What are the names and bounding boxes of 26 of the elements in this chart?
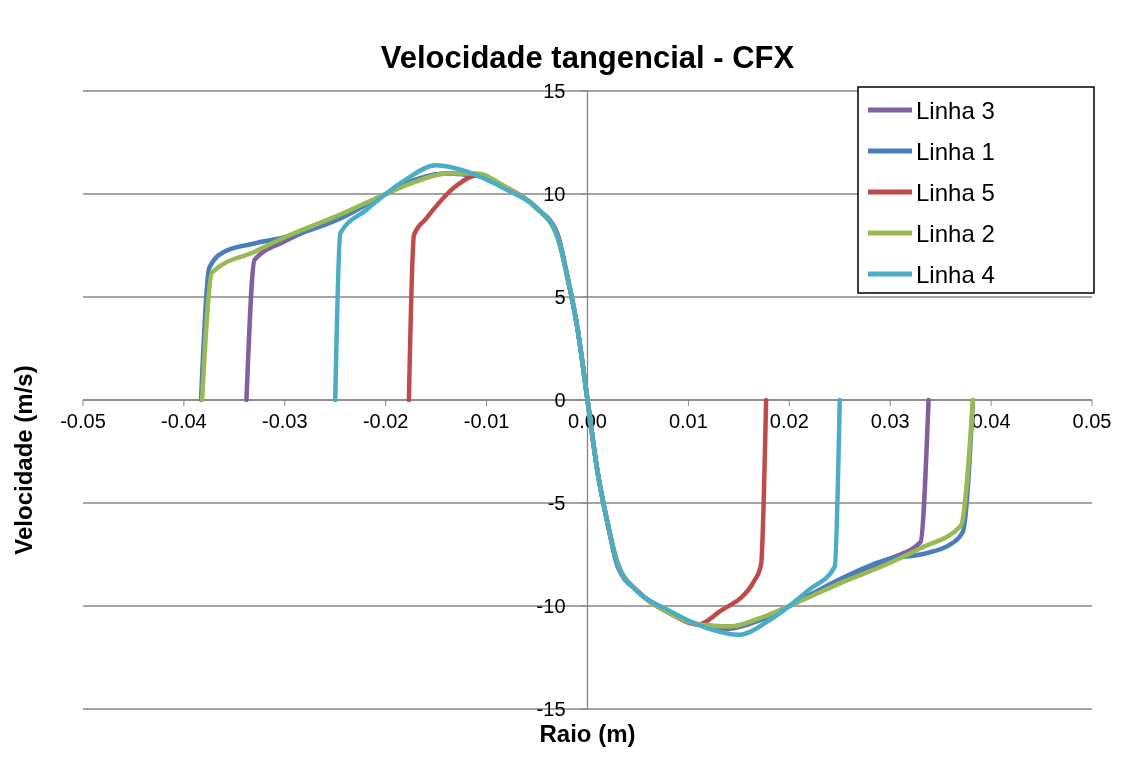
y-tick-label: -10	[536, 595, 566, 617]
x-tick-label: 0.04	[971, 410, 1011, 432]
y-tick-label: 10	[543, 183, 566, 205]
legend-label: Linha 5	[916, 179, 995, 206]
x-tick-label: -0.04	[161, 410, 207, 432]
x-tick-label: -0.05	[60, 410, 106, 432]
y-tick-label: 5	[554, 286, 566, 308]
x-tick-label: -0.03	[262, 410, 308, 432]
y-tick-label: 15	[543, 80, 566, 102]
y-tick-label: -15	[536, 698, 566, 720]
x-tick-label: -0.01	[463, 410, 510, 432]
y-tick-label: 0	[554, 389, 566, 411]
legend-label: Linha 4	[916, 261, 995, 288]
y-axis-title: Velocidade (m/s)	[10, 365, 37, 555]
legend-label: Linha 3	[916, 97, 995, 124]
x-tick-label: -0.02	[362, 410, 409, 432]
x-tick-label: 0.02	[769, 410, 809, 432]
x-tick-label: 0.05	[1072, 410, 1112, 432]
x-tick-label: 0.03	[870, 410, 910, 432]
x-axis-title: Raio (m)	[539, 720, 636, 747]
y-tick-label: -5	[547, 492, 566, 514]
legend-label: Linha 1	[916, 138, 995, 165]
x-tick-label: 0.01	[668, 410, 708, 432]
line-series	[333, 162, 842, 638]
chart-title: Velocidade tangencial - CFX	[380, 40, 795, 75]
legend-label: Linha 2	[916, 220, 995, 247]
